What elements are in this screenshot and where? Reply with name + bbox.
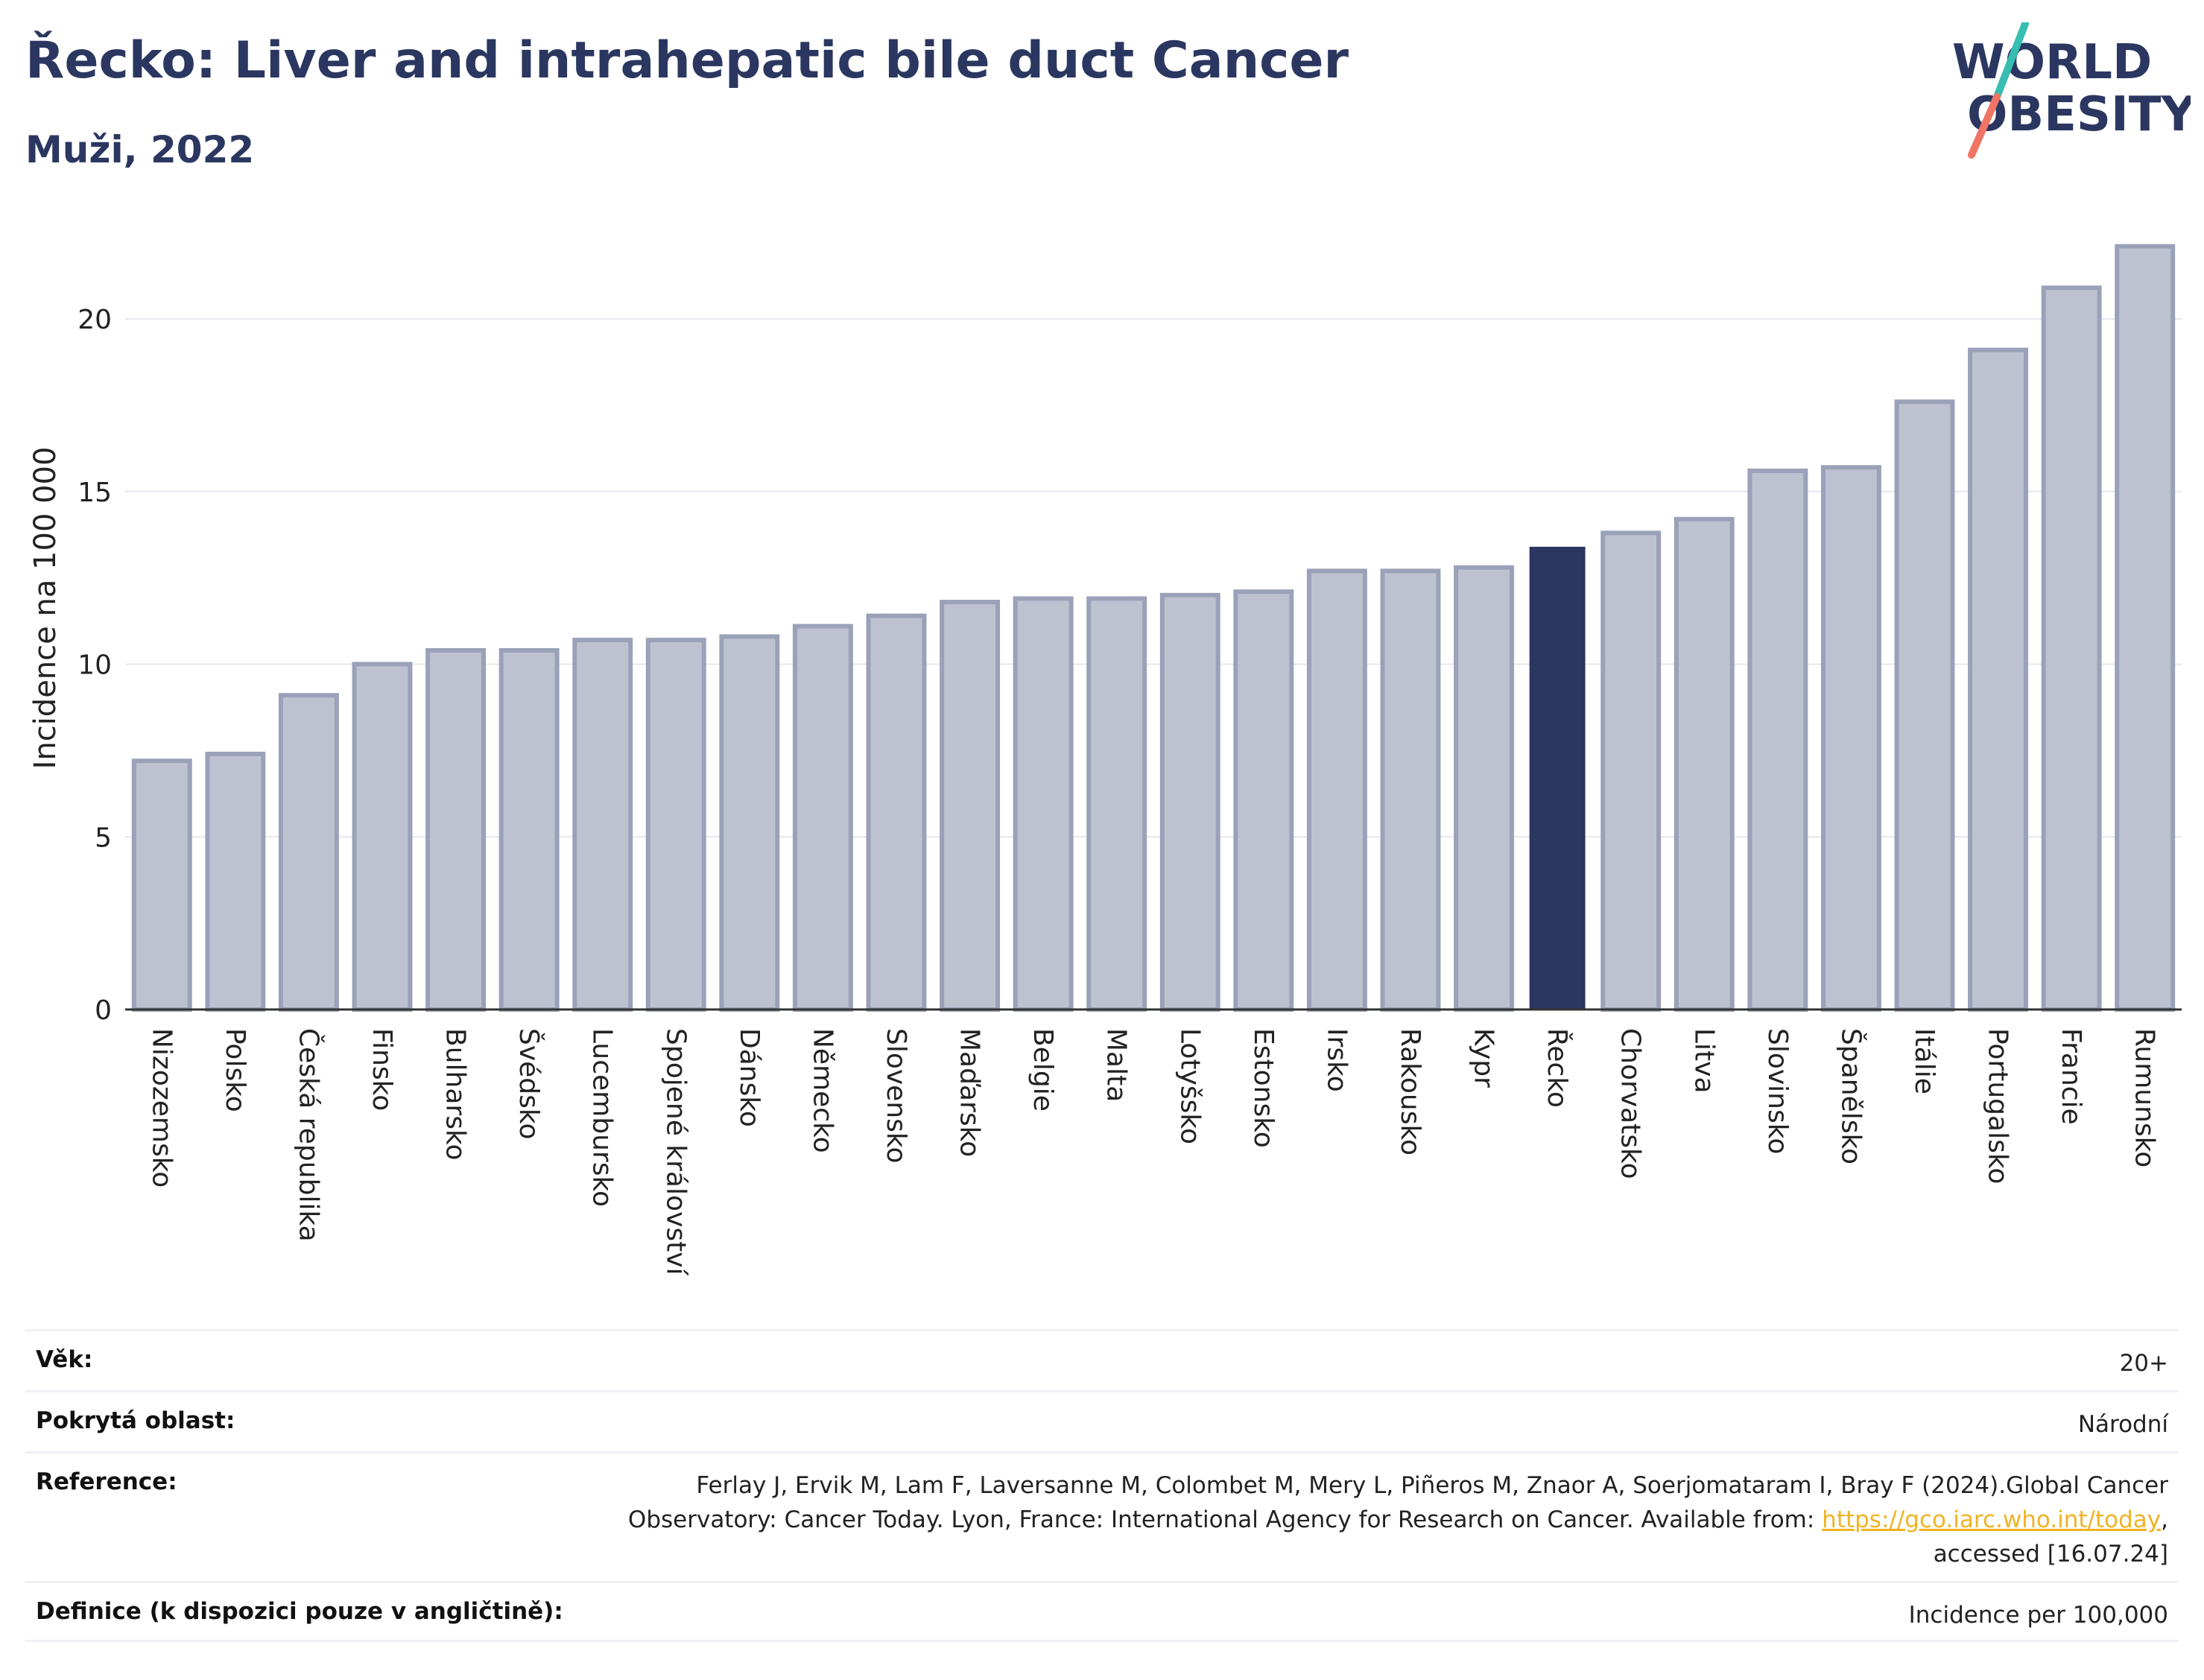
world-obesity-logo: WORLD OBESITY <box>1952 22 2191 159</box>
y-tick-label: 10 <box>77 650 112 681</box>
x-tick-label: Švédsko <box>513 1028 545 1140</box>
meta-label-definition: Definice (k dispozici pouze v angličtině… <box>36 1598 563 1625</box>
y-axis-title: Incidence na 100 000 <box>28 447 63 770</box>
y-tick-label: 5 <box>95 822 112 853</box>
x-tick-label: Česká republika <box>293 1028 324 1242</box>
x-tick-label: Belgie <box>1027 1028 1058 1112</box>
bar <box>1968 347 2029 1012</box>
x-tick-label: Chorvatsko <box>1615 1028 1646 1179</box>
bar <box>1380 568 1441 1012</box>
x-tick-label: Německo <box>807 1028 837 1153</box>
x-tick-label: Irsko <box>1321 1028 1352 1092</box>
reference-text-3: , <box>2161 1506 2168 1533</box>
x-tick-label: Španělsko <box>1835 1028 1866 1164</box>
y-tick-label: 20 <box>77 305 112 335</box>
bar <box>1159 592 1220 1012</box>
x-tick-label: Rumunsko <box>2129 1028 2160 1167</box>
reference-line-3: accessed [16.07.24] <box>1933 1541 2168 1568</box>
bar <box>2115 244 2176 1012</box>
bar <box>1747 468 1808 1012</box>
bar <box>1013 596 1074 1012</box>
meta-value-area: Národní <box>2077 1411 2168 1438</box>
bar <box>572 638 633 1012</box>
bar <box>1820 465 1881 1012</box>
bar <box>1600 530 1662 1012</box>
x-tick-label: Bulharsko <box>440 1028 471 1161</box>
logo-slash-teal <box>1993 22 2029 101</box>
x-tick-label: Dánsko <box>734 1028 764 1127</box>
bar <box>1454 565 1515 1012</box>
meta-label-reference: Reference: <box>36 1468 177 1495</box>
bar <box>719 634 780 1012</box>
bar-highlighted <box>1529 546 1586 1009</box>
bar <box>866 613 927 1012</box>
x-tick-label: Malta <box>1101 1028 1132 1102</box>
x-tick-label: Lucembursko <box>587 1028 618 1207</box>
bar <box>645 638 706 1012</box>
meta-row-age: Věk: 20+ <box>25 1329 2179 1390</box>
bar <box>792 624 853 1012</box>
x-tick-label: Finsko <box>367 1028 397 1111</box>
logo-word-obesity: OBESITY <box>1967 87 2191 142</box>
reference-link[interactable]: https://gco.iarc.who.int/today <box>1822 1506 2162 1533</box>
x-tick-label: Polsko <box>220 1028 250 1112</box>
bar <box>2041 285 2102 1012</box>
meta-label-area: Pokrytá oblast: <box>36 1407 235 1434</box>
x-tick-label: Maďarsko <box>954 1028 985 1157</box>
y-tick-labels: 0 5 10 15 20 <box>77 305 112 1026</box>
bar <box>278 693 339 1012</box>
meta-value-reference: Ferlay J, Ervik M, Lam F, Laversanne M, … <box>628 1468 2168 1571</box>
bar <box>352 662 413 1012</box>
logo-word-world: WORLD <box>1952 35 2152 90</box>
x-tick-label: Estonsko <box>1248 1028 1279 1148</box>
x-tick-label: Kypr <box>1469 1028 1499 1088</box>
y-tick-label: 15 <box>77 478 112 508</box>
bar <box>205 752 266 1012</box>
x-tick-label: Řecko <box>1542 1028 1573 1108</box>
x-tick-label: Nizozemsko <box>146 1028 177 1188</box>
x-tick-label: Slovensko <box>881 1028 911 1164</box>
meta-value-age: 20+ <box>2119 1350 2168 1377</box>
meta-value-definition: Incidence per 100,000 <box>1908 1602 2168 1629</box>
x-tick-label: Itálie <box>1909 1028 1939 1094</box>
x-tick-label: Litva <box>1688 1028 1719 1094</box>
x-tick-labels: Nizozemsko Polsko Česká republika Finsko Bul… <box>146 1028 2159 1276</box>
bar-chart: 0 5 10 15 20 Nizozemsko Polsko Česká republika… <box>28 244 2182 1276</box>
y-tick-label: 0 <box>95 995 112 1026</box>
bar <box>1306 568 1367 1012</box>
bar <box>1233 589 1294 1012</box>
page-subtitle: Muži, 2022 <box>25 128 255 171</box>
x-tick-label: Slovinsko <box>1762 1028 1793 1154</box>
bar <box>425 647 487 1012</box>
x-tick-label: Portugalsko <box>1983 1028 2013 1184</box>
bar <box>940 600 1001 1012</box>
x-tick-label: Spojené království <box>660 1028 691 1276</box>
bars <box>131 244 2176 1012</box>
metadata-table: Věk: 20+ Pokrytá oblast: Národní Referen… <box>25 1329 2179 1642</box>
bar <box>1086 596 1147 1012</box>
bar <box>498 647 560 1012</box>
x-tick-label: Francie <box>2056 1028 2086 1125</box>
page-title: Řecko: Liver and intrahepatic bile duct … <box>25 31 1349 90</box>
bar <box>1894 399 1955 1012</box>
meta-row-area: Pokrytá oblast: Národní <box>25 1390 2179 1451</box>
bar <box>131 758 192 1012</box>
logo-slash-coral <box>1968 93 2001 159</box>
reference-line-1: Ferlay J, Ervik M, Lam F, Laversanne M, … <box>696 1472 2168 1499</box>
bar <box>1673 516 1735 1012</box>
reference-line-2: Observatory: Cancer Today. Lyon, France:… <box>628 1503 2168 1537</box>
reference-text-2: Observatory: Cancer Today. Lyon, France:… <box>627 1506 1823 1533</box>
x-tick-label: Rakousko <box>1395 1028 1425 1156</box>
meta-row-definition: Definice (k dispozici pouze v angličtině… <box>25 1581 2179 1642</box>
meta-row-reference: Reference: Ferlay J, Ervik M, Lam F, Lav… <box>25 1451 2179 1581</box>
x-tick-label: Lotyšsko <box>1174 1028 1205 1144</box>
meta-label-age: Věk: <box>36 1346 93 1373</box>
